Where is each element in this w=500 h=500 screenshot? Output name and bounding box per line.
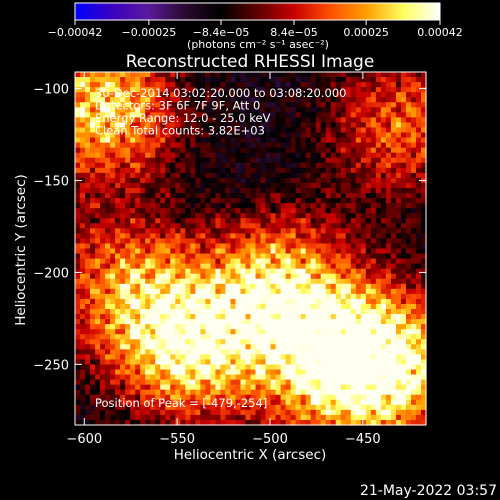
colorbar-tick-label: −0.00025	[122, 26, 177, 39]
x-tick-label: −450	[345, 432, 381, 447]
colorbar-tick-label: −8.4e−05	[193, 26, 250, 39]
colorbar-tick-label: 0.00042	[417, 26, 463, 39]
annotation-line: Detectors: 3F 6F 7F 9F, Att 0	[95, 99, 260, 113]
x-tick-label: −550	[159, 432, 195, 447]
colorbar-tick-label: −0.00042	[48, 26, 103, 39]
colorbar-tick-label: 8.4e−05	[270, 26, 317, 39]
y-axis-label: Heliocentric Y (arcsec)	[13, 174, 29, 326]
plot-date: 21-May-2022 03:57	[360, 483, 497, 499]
x-axis-label: Heliocentric X (arcsec)	[174, 447, 327, 463]
y-tick-label: −200	[33, 266, 69, 281]
heatmap-image	[75, 72, 427, 426]
colorbar-gradient	[74, 2, 441, 21]
annotation-line: Energy Range: 12.0 - 25.0 keV	[95, 111, 271, 125]
colorbar-tick-label: 0.00025	[343, 26, 389, 39]
colorbar-unit-label: (photons cm⁻² s⁻¹ asec⁻²)	[187, 38, 329, 51]
colorbar: −0.00042 −0.00025 −8.4e−05 8.4e−05 0.00025 0.…	[48, 2, 463, 51]
y-tick-label: −100	[33, 83, 69, 98]
y-tick-label: −150	[33, 174, 69, 189]
x-tick-label: −600	[66, 432, 102, 447]
peak-position-label: Position of Peak = [-479,-254]	[95, 396, 267, 410]
annotation-line: 30-Dec-2014 03:02:20.000 to 03:08:20.000	[95, 86, 346, 100]
annotation-line: Clean Total counts: 3.82E+03	[95, 124, 265, 138]
chart-title: Reconstructed RHESSI Image	[126, 52, 375, 72]
y-tick-label: −250	[33, 358, 69, 373]
plot-frame	[74, 71, 427, 426]
x-tick-label: −500	[252, 432, 288, 447]
